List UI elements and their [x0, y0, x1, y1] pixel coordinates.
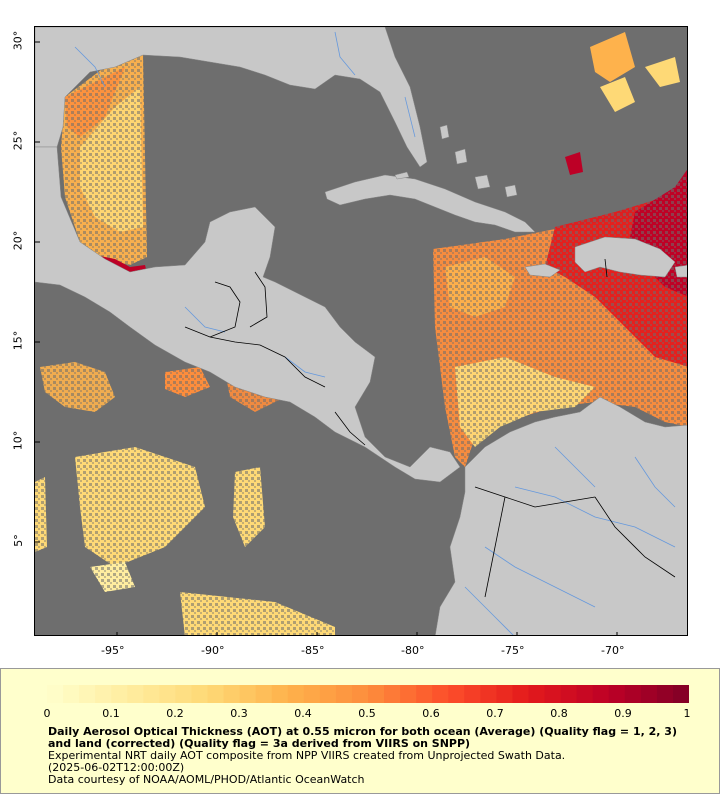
colorbar-segment: [255, 685, 273, 703]
legend-caption: Daily Aerosol Optical Thickness (AOT) at…: [48, 726, 688, 786]
colorbar-segment: [47, 685, 64, 703]
land-mexico-central-america: [35, 146, 461, 483]
colorbar-label: 0: [43, 707, 51, 720]
colorbar-segment: [95, 685, 112, 703]
colorbar-label: 0.6: [422, 707, 440, 720]
colorbar-label: 0.9: [614, 707, 632, 720]
lat-tick-label-25: 25°: [11, 130, 25, 151]
lon-tick-label-90: -90°: [201, 644, 225, 657]
colorbar-segment: [384, 685, 401, 703]
legend-title: Daily Aerosol Optical Thickness (AOT) at…: [48, 725, 677, 750]
colorbar-segment: [624, 685, 642, 703]
colorbar-segment: [544, 685, 562, 703]
colorbar-segment: [400, 685, 417, 703]
land-south-america: [435, 396, 687, 635]
lat-tick-label-20: 20°: [11, 230, 25, 251]
colorbar-label: 1: [683, 707, 691, 720]
colorbar-segment: [448, 685, 465, 703]
colorbar-segment: [303, 685, 321, 703]
colorbar-label: 0.1: [102, 707, 120, 720]
colorbar-segment: [143, 685, 160, 703]
colorbar-segment: [271, 685, 289, 703]
aot-data-layer: [35, 32, 687, 635]
land-cuba: [324, 174, 536, 233]
colorbar-label: 0.2: [166, 707, 184, 720]
colorbar-segment: [592, 685, 610, 703]
colorbar-segment: [239, 685, 257, 703]
colorbar-segment: [432, 685, 449, 703]
legend-date: (2025-06-02T12:00:00Z): [48, 761, 185, 774]
land-puerto-rico: [674, 265, 687, 278]
colorbar-segment: [496, 685, 514, 703]
legend-subtitle: Experimental NRT daily AOT composite fro…: [48, 749, 566, 762]
colorbar-segment: [368, 685, 385, 703]
colorbar-segment: [223, 685, 241, 703]
colorbar-segment: [111, 685, 128, 703]
colorbar-segment: [191, 685, 209, 703]
colorbar-segment: [640, 685, 658, 703]
lon-tick-label-70: -70°: [601, 644, 625, 657]
land-jamaica: [524, 263, 561, 278]
graticule-ticks: [35, 41, 618, 635]
river-layer: [74, 31, 676, 635]
colorbar: [47, 685, 689, 703]
colorbar-segment: [576, 685, 594, 703]
colorbar-segment: [656, 685, 674, 703]
lat-tick-label-30: 30°: [11, 30, 25, 51]
colorbar-segment: [608, 685, 626, 703]
aot-atlantic-patch: [565, 152, 583, 175]
land-hispaniola: [574, 236, 676, 278]
colorbar-segment: [207, 685, 225, 703]
colorbar-segment: [63, 685, 80, 703]
colorbar-segment: [512, 685, 530, 703]
colorbar-segment: [464, 685, 481, 703]
lon-tick-label-85: -85°: [301, 644, 325, 657]
lat-tick-label-10: 10°: [11, 430, 25, 451]
colorbar-segment: [480, 685, 497, 703]
border-layer: [184, 258, 676, 598]
lon-tick-label-95: -95°: [101, 644, 125, 657]
colorbar-label: 0.7: [486, 707, 504, 720]
aot-atlantic-patch: [645, 57, 680, 87]
lat-tick-label-5: 5°: [11, 534, 25, 547]
colorbar-segment: [528, 685, 546, 703]
land-florida-keys: [394, 171, 410, 180]
aot-atlantic-patch: [590, 32, 635, 82]
colorbar-segment: [335, 685, 353, 703]
colorbar-segment: [560, 685, 578, 703]
land-north-america: [35, 27, 428, 168]
colorbar-label: 0.4: [294, 707, 312, 720]
colorbar-segment: [351, 685, 369, 703]
lat-tick-label-15: 15°: [11, 330, 25, 351]
land-layer: [35, 27, 687, 635]
lon-tick-label-75: -75°: [501, 644, 525, 657]
colorbar-segment: [416, 685, 433, 703]
colorbar-segment: [287, 685, 305, 703]
colorbar-segment: [159, 685, 176, 703]
colorbar-label: 0.8: [550, 707, 568, 720]
colorbar-label: 0.5: [358, 707, 376, 720]
lon-tick-label-80: -80°: [401, 644, 425, 657]
legend-credit: Data courtesy of NOAA/AOML/PHOD/Atlantic…: [48, 773, 365, 786]
map-canvas[interactable]: [35, 27, 688, 636]
colorbar-segment: [79, 685, 96, 703]
colorbar-label: 0.3: [230, 707, 248, 720]
colorbar-segment: [175, 685, 193, 703]
colorbar-segment: [319, 685, 337, 703]
colorbar-segment: [127, 685, 144, 703]
aot-atlantic-patch: [600, 77, 635, 112]
colorbar-segment: [672, 685, 689, 703]
map-panel[interactable]: [34, 26, 688, 636]
land-bahamas: [439, 124, 518, 198]
